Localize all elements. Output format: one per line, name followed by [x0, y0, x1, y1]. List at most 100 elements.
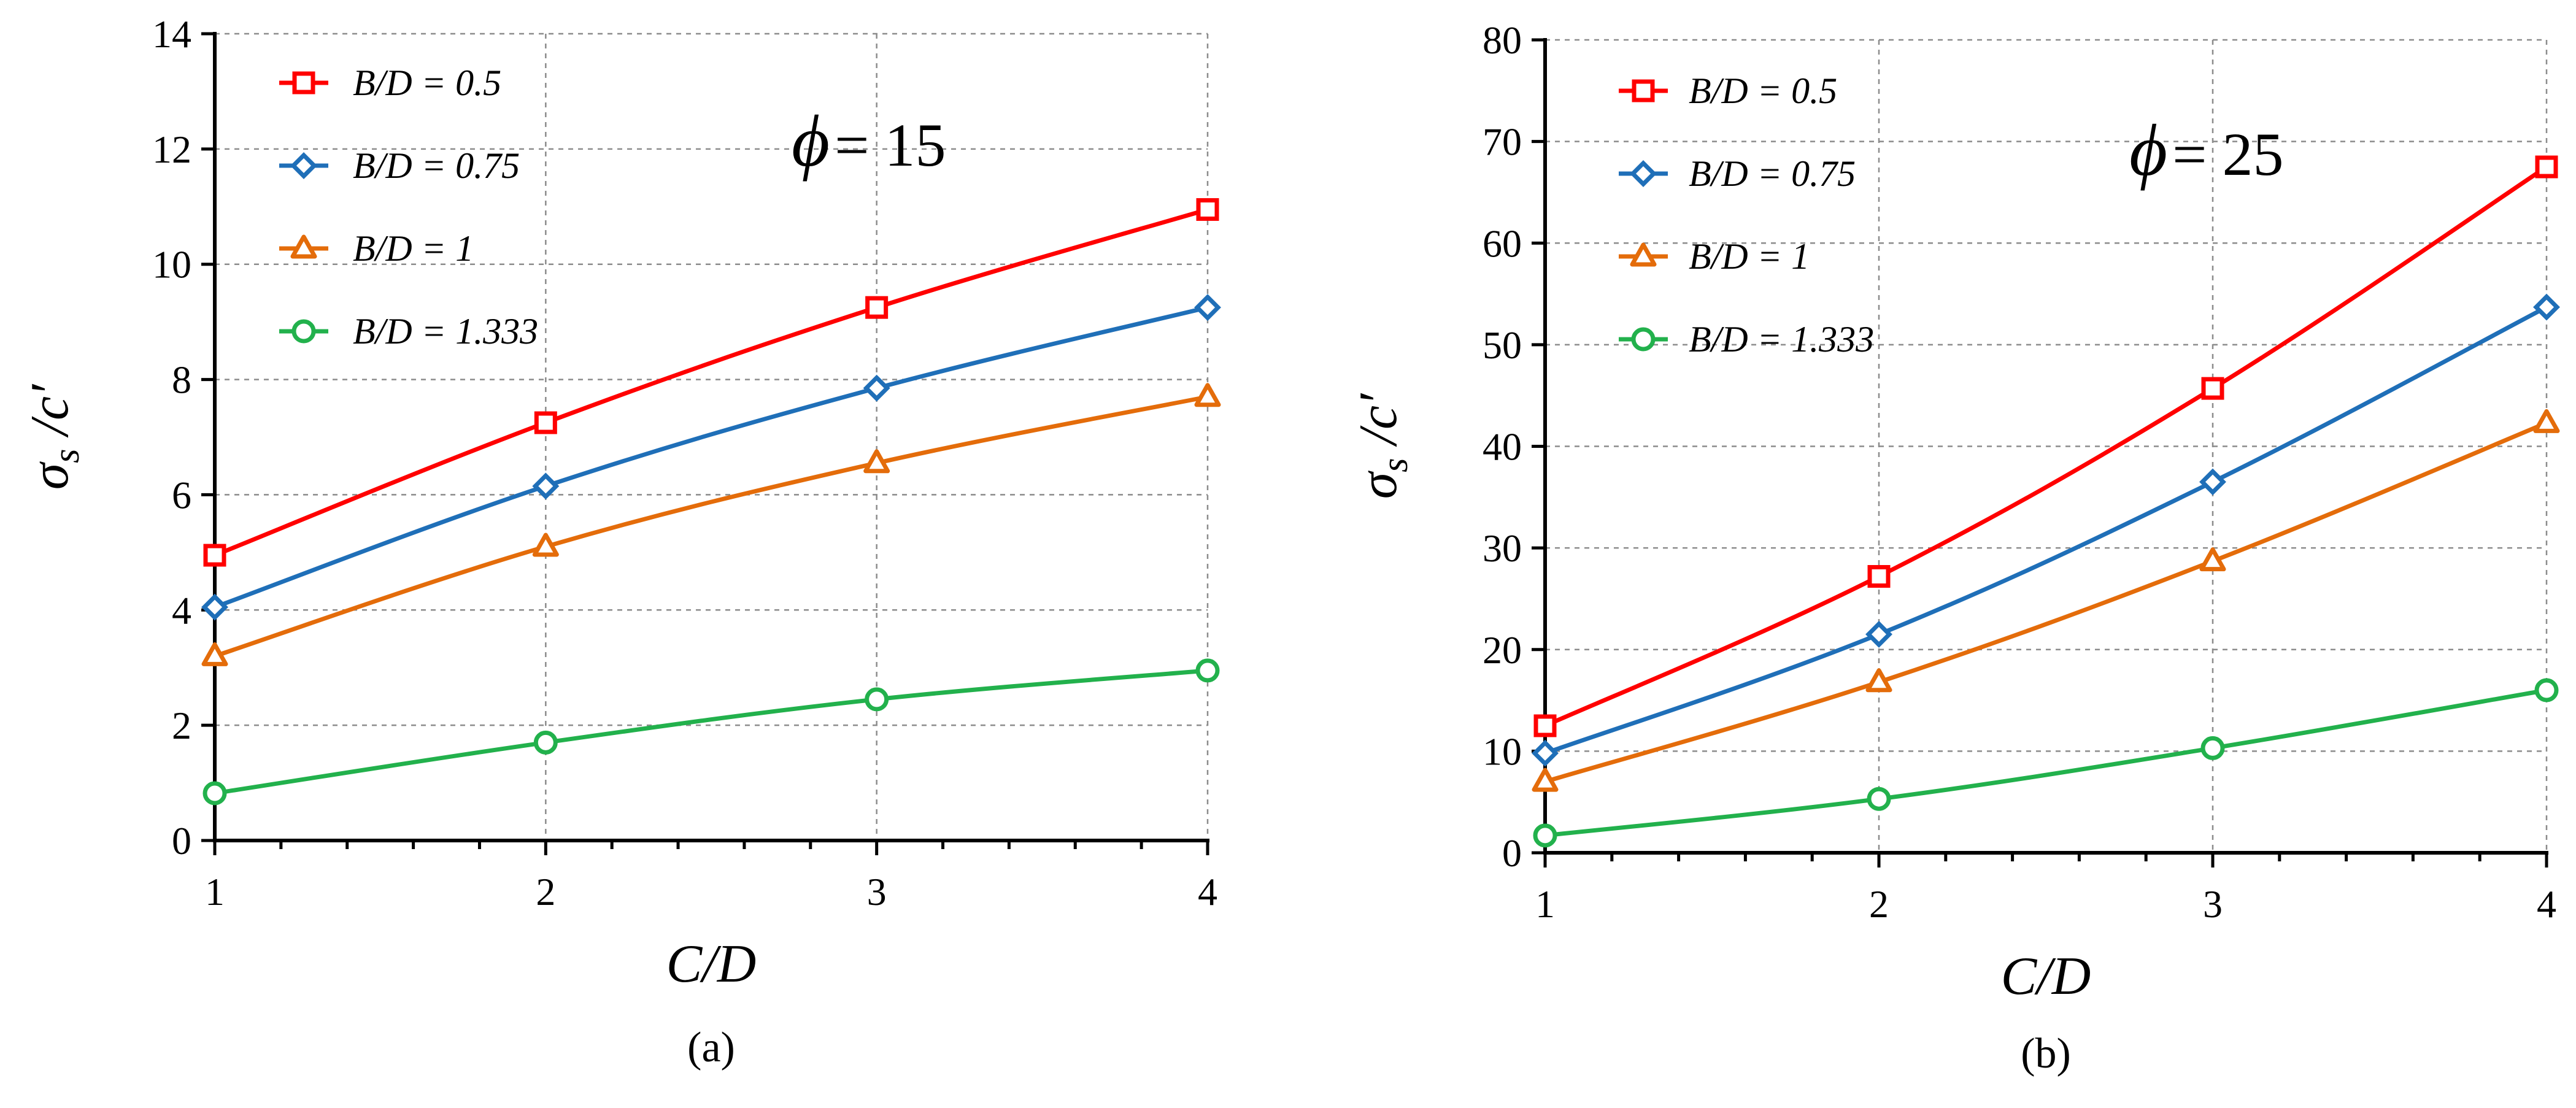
data-point	[1533, 823, 1557, 848]
data-point	[863, 374, 890, 402]
data-point	[1867, 565, 1891, 588]
y-tick-label: 10	[152, 243, 191, 287]
data-point	[2533, 293, 2560, 321]
series-line	[1544, 688, 2547, 838]
x-tick-label: 2	[1869, 882, 1889, 926]
y-axis-label: σs /c′	[20, 383, 87, 490]
legend-entry: B/D = 1	[1619, 236, 1810, 277]
chart-panel-b: 0 10 20 30 40 50 60 70 80 1 2 3 4 B/D = 0.5 B/D = 0.75…	[1349, 18, 2560, 1077]
y-tick-label: 0	[1502, 831, 1522, 875]
data-point	[1867, 787, 1891, 811]
legend-label: B/D = 0.5	[1689, 71, 1837, 111]
y-tick-label: 6	[172, 473, 191, 517]
series-triangle	[201, 383, 1221, 666]
x-tick-label: 4	[2537, 882, 2556, 926]
phi-annotation: ϕ= 15	[792, 100, 946, 182]
y-tick-label: 2	[172, 704, 191, 747]
legend-label: B/D = 1.333	[353, 311, 538, 352]
data-point	[865, 296, 889, 319]
data-point	[2200, 736, 2225, 760]
data-point	[2201, 377, 2224, 400]
data-point	[1194, 383, 1221, 407]
data-point	[201, 642, 228, 666]
y-tick-label: 50	[1483, 323, 1522, 367]
legend-label: B/D = 1.333	[1689, 319, 1874, 360]
data-point	[1194, 294, 1221, 321]
phi-annotation: ϕ= 25	[2129, 109, 2284, 191]
series-circle	[202, 658, 1220, 806]
data-point	[534, 411, 557, 434]
panel-label: (a)	[687, 1024, 735, 1071]
series-line	[1544, 165, 2548, 728]
data-point	[2534, 678, 2559, 702]
x-tick-label: 3	[2203, 882, 2223, 926]
legend-label: B/D = 0.75	[353, 145, 520, 186]
legend-label: B/D = 0.75	[1689, 153, 1856, 194]
x-tick-label: 4	[1198, 870, 1217, 914]
series-line	[214, 668, 1208, 796]
y-tick-label: 14	[152, 12, 191, 56]
data-point	[2533, 409, 2560, 433]
legend-marker	[1632, 79, 1655, 102]
legend-label: B/D = 1	[1689, 236, 1810, 277]
panel-label: (b)	[2021, 1030, 2071, 1077]
legend-entry: B/D = 0.75	[279, 145, 520, 186]
y-tick-label: 70	[1483, 120, 1522, 164]
legend-marker	[291, 319, 316, 344]
data-point	[1533, 714, 1557, 737]
series-circle	[1533, 678, 2559, 848]
x-tick-label: 2	[536, 870, 555, 914]
legend-marker	[290, 234, 317, 259]
series-line	[214, 305, 1208, 609]
x-axis-label: C/D	[666, 934, 757, 994]
legend-marker	[292, 71, 315, 94]
data-point	[532, 533, 559, 557]
series-square	[1533, 155, 2558, 737]
series-diamond	[1532, 293, 2560, 767]
y-tick-label: 20	[1483, 628, 1522, 672]
legend-entry: B/D = 0.5	[279, 63, 501, 103]
y-tick-label: 4	[172, 588, 191, 632]
data-point	[1865, 668, 1892, 693]
data-point	[1532, 739, 1559, 767]
y-tick-label: 80	[1483, 18, 1522, 62]
y-tick-label: 40	[1483, 425, 1522, 469]
data-point	[533, 730, 558, 755]
series-triangle	[1532, 409, 2560, 792]
series-line	[214, 394, 1208, 658]
data-point	[202, 781, 227, 806]
legend-marker	[1630, 242, 1657, 267]
legend-entry: B/D = 1	[279, 228, 474, 269]
data-point	[1532, 768, 1559, 792]
legend-marker	[1630, 160, 1657, 187]
series-square	[203, 198, 1219, 567]
x-tick-label: 1	[205, 870, 225, 914]
y-axis-label: σs /c′	[1349, 393, 1415, 499]
data-point	[863, 449, 890, 474]
data-point	[203, 544, 226, 567]
series-line	[214, 207, 1208, 558]
y-tick-label: 60	[1483, 221, 1522, 265]
series-diamond	[201, 294, 1221, 621]
legend-entry: B/D = 1.333	[1619, 319, 1874, 360]
y-tick-label: 10	[1483, 729, 1522, 773]
x-tick-label: 3	[867, 870, 887, 914]
series-line	[1544, 421, 2548, 784]
data-point	[1196, 198, 1219, 221]
legend-marker	[290, 152, 317, 179]
data-point	[1195, 658, 1220, 683]
data-point	[1865, 620, 1892, 648]
y-tick-label: 30	[1483, 526, 1522, 570]
series-line	[1544, 305, 2548, 755]
legend-label: B/D = 1	[353, 228, 474, 269]
data-point	[201, 593, 228, 621]
data-point	[2199, 547, 2226, 572]
data-point	[2199, 468, 2226, 496]
data-point	[532, 472, 560, 500]
legend-entry: B/D = 0.75	[1619, 153, 1856, 194]
y-tick-label: 0	[172, 819, 191, 863]
x-tick-label: 1	[1535, 882, 1555, 926]
